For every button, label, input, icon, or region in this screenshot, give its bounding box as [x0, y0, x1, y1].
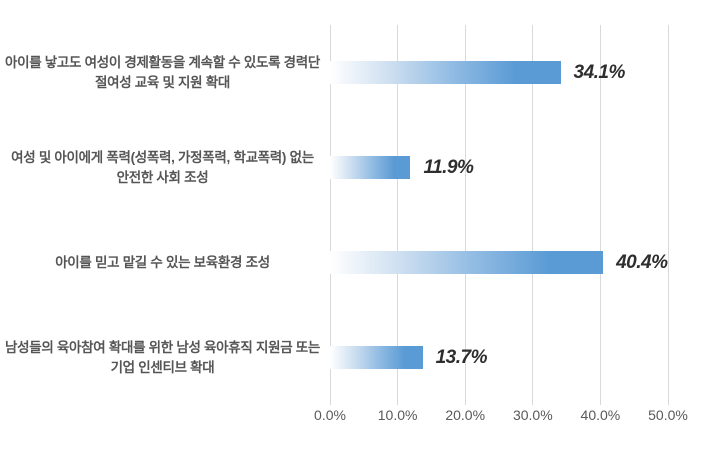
- gridline-50: [667, 25, 669, 405]
- bar-value-label: 34.1%: [573, 61, 626, 83]
- gridline-40: [599, 25, 601, 405]
- bar-value-label: 40.4%: [616, 251, 668, 273]
- x-tick-label: 30.0%: [512, 407, 553, 423]
- x-tick-label: 20.0%: [445, 407, 486, 423]
- x-tick-label: 0.0%: [314, 407, 346, 423]
- bar: [330, 156, 411, 179]
- bar: [330, 61, 561, 84]
- bar-track: 13.7%: [330, 346, 668, 369]
- category-label: 남성들의 육아참여 확대를 위한 남성 육아휴직 지원금 또는 기업 인센티브 …: [4, 339, 321, 375]
- bar-track: 40.4%: [330, 251, 668, 274]
- bar: [330, 346, 423, 369]
- category-label: 여성 및 아이에게 폭력(성폭력, 가정폭력, 학교폭력) 없는 안전한 사회 …: [11, 149, 314, 185]
- bar-row: 여성 및 아이에게 폭력(성폭력, 가정폭력, 학교폭력) 없는 안전한 사회 …: [0, 120, 710, 215]
- bar-track: 11.9%: [330, 156, 668, 179]
- x-tick-label: 50.0%: [648, 407, 688, 423]
- x-tick-label: 40.0%: [580, 407, 621, 423]
- category-label: 아이를 믿고 맡길 수 있는 보육환경 조성: [55, 254, 270, 270]
- gridline-20: [464, 25, 466, 405]
- bar-value-label: 11.9%: [423, 156, 474, 178]
- bar-track: 34.1%: [330, 61, 668, 84]
- bar-rows: 아이를 낳고도 여성이 경제활동을 계속할 수 있도록 경력단절여성 교육 및 …: [0, 25, 710, 405]
- plot-area: [329, 25, 669, 405]
- category-label: 아이를 낳고도 여성이 경제활동을 계속할 수 있도록 경력단절여성 교육 및 …: [4, 54, 321, 90]
- gridline-10: [397, 25, 399, 405]
- gridline-30: [532, 25, 534, 405]
- bar: [330, 251, 604, 274]
- gridline-0: [329, 25, 331, 405]
- bar-row: 남성들의 육아참여 확대를 위한 남성 육아휴직 지원금 또는 기업 인센티브 …: [0, 310, 710, 405]
- bar-value-label: 13.7%: [435, 346, 488, 368]
- bar-row: 아이를 낳고도 여성이 경제활동을 계속할 수 있도록 경력단절여성 교육 및 …: [0, 25, 710, 120]
- bar-row: 아이를 믿고 맡길 수 있는 보육환경 조성 40.4%: [0, 215, 710, 310]
- x-tick-label: 10.0%: [377, 407, 418, 423]
- x-axis: 0.0% 10.0% 20.0% 30.0% 40.0% 50.0%: [314, 407, 688, 429]
